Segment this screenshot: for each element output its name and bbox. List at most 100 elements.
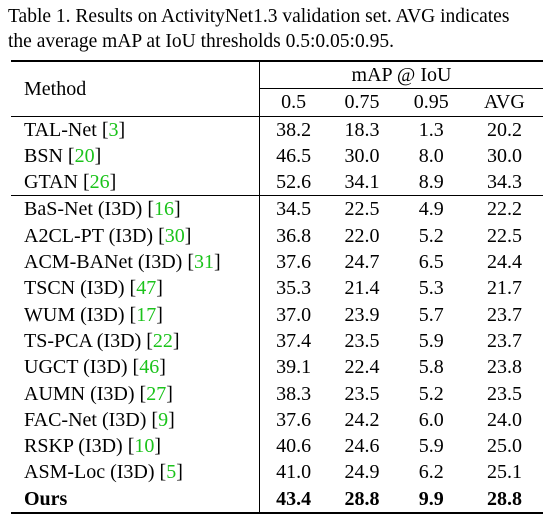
value-cell: 46.5 [276, 144, 312, 167]
value-cell: 38.2 [276, 118, 312, 141]
value-cell: 30.0 [486, 144, 522, 167]
citation-number[interactable]: 47 [136, 277, 157, 300]
citation[interactable]: [27] [139, 382, 173, 405]
value-cell: 34.5 [276, 198, 312, 221]
table-row: GTAN [26] 52.6 34.1 8.9 34.3 [11, 169, 543, 196]
citation[interactable]: [9] [151, 408, 175, 431]
value-cell: 5.3 [418, 277, 444, 300]
value-cell: 5.9 [418, 329, 444, 352]
value-cell: 36.8 [276, 224, 312, 247]
method-cell: BaS-Net (I3D) [16] [11, 195, 260, 223]
value-cell: 23.5 [486, 382, 522, 405]
citation[interactable]: [17] [129, 303, 163, 326]
caption-line-2: the average mAP at IoU thresholds 0.5:0.… [8, 31, 394, 52]
table-row: A2CL-PT (I3D) [30] 36.8 22.0 5.2 22.5 [11, 222, 543, 250]
value-cell: 38.3 [276, 382, 312, 405]
value-cell: 20.2 [486, 118, 522, 141]
value-cell: 22.0 [344, 224, 380, 247]
citation-number[interactable]: 9 [158, 408, 169, 431]
citation[interactable]: [46] [132, 356, 166, 379]
table-row: UGCT (I3D) [46] 39.1 22.4 5.8 23.8 [11, 354, 543, 381]
col-header-0.75: 0.75 [327, 88, 397, 117]
method-cell: BSN [20] [11, 142, 260, 170]
value-cell: 24.6 [344, 435, 380, 458]
citation[interactable]: [20] [67, 144, 102, 167]
value-cell: 24.7 [344, 251, 380, 274]
value-cell: 39.1 [276, 356, 312, 379]
method-cell: UGCT (I3D) [46] [11, 354, 260, 381]
citation[interactable]: [16] [147, 198, 181, 221]
value-cell: 18.3 [344, 118, 380, 141]
value-cell: 23.5 [344, 382, 380, 405]
map-iou-header: mAP @ IoU [351, 64, 452, 86]
citation[interactable]: [26] [82, 171, 117, 194]
value-cell: 40.6 [276, 435, 312, 458]
method-cell: FAC-Net (I3D) [9] [11, 406, 260, 434]
value-cell: 37.4 [276, 329, 312, 352]
table-row: BSN [20] 46.5 30.0 8.0 30.0 [11, 142, 543, 170]
citation[interactable]: [10] [127, 435, 162, 458]
value-cell: 34.3 [486, 171, 522, 194]
method-cell: ACM-BANet (I3D) [31] [11, 249, 260, 276]
method-cell: ASM-Loc (I3D) [5] [11, 459, 260, 486]
value-cell: 37.6 [276, 251, 312, 274]
value-cell: 6.0 [418, 408, 444, 431]
method-header: Method [11, 61, 260, 117]
method-name: ACM-BANet (I3D) [24, 251, 188, 274]
citation[interactable]: [47] [129, 277, 163, 300]
results-table: Method mAP @ IoU 0.5 0.75 0.95 AVG TAL-N… [11, 60, 543, 514]
value-cell: 37.0 [276, 303, 312, 326]
method-name: A2CL-PT (I3D) [24, 224, 159, 247]
table-row: TS-PCA (I3D) [22] 37.4 23.5 5.9 23.7 [11, 327, 543, 355]
value-cell: 24.4 [486, 251, 522, 274]
value-cell: 6.5 [418, 251, 444, 274]
citation-number[interactable]: 31 [193, 251, 214, 274]
table-row: TAL-Net [3] 38.2 18.3 1.3 20.2 [11, 116, 543, 143]
value-cell: 8.0 [418, 144, 444, 167]
citation-number[interactable]: 27 [146, 382, 167, 405]
table-row: ACM-BANet (I3D) [31] 37.6 24.7 6.5 24.4 [11, 249, 543, 276]
citation-number[interactable]: 30 [164, 224, 185, 247]
citation-number[interactable]: 16 [153, 198, 174, 221]
value-cell: 5.2 [418, 382, 444, 405]
value-cell: 52.6 [276, 171, 312, 194]
citation-number[interactable]: 3 [108, 118, 119, 141]
citation[interactable]: [30] [158, 224, 192, 247]
value-cell: 23.7 [486, 329, 522, 352]
citation-number[interactable]: 46 [139, 356, 160, 379]
citation-number[interactable]: 26 [89, 171, 110, 194]
value-cell: 23.7 [486, 303, 522, 326]
method-cell: RSKP (I3D) [10] [11, 433, 260, 460]
citation-number[interactable]: 5 [166, 461, 177, 484]
citation[interactable]: [22] [146, 329, 180, 352]
results-body: TAL-Net [3] 38.2 18.3 1.3 20.2 BSN [20] 46.5 30… [11, 116, 543, 514]
value-cell: 21.4 [344, 277, 380, 300]
table-row: BaS-Net (I3D) [16] 34.5 22.5 4.9 22.2 [11, 195, 543, 223]
citation-number[interactable]: 22 [152, 329, 173, 352]
method-cell: GTAN [26] [11, 169, 260, 196]
citation[interactable]: [31] [187, 251, 221, 274]
citation[interactable]: [5] [159, 461, 183, 484]
value-cell: 35.3 [276, 277, 312, 300]
value-cell: 37.6 [276, 408, 312, 431]
table-row: TSCN (I3D) [47] 35.3 21.4 5.3 21.7 [11, 275, 543, 302]
value-cell: 24.9 [344, 461, 380, 484]
method-name: RSKP (I3D) [24, 435, 128, 458]
method-name: TSCN (I3D) [24, 277, 130, 300]
value-cell: 22.5 [344, 198, 380, 221]
method-name: AUMN (I3D) [24, 382, 140, 405]
col-header-avg: AVG [465, 88, 543, 117]
value-cell: 28.8 [344, 487, 380, 510]
value-cell: 6.2 [418, 461, 444, 484]
method-name: FAC-Net (I3D) [24, 408, 152, 431]
table-row: ASM-Loc (I3D) [5] 41.0 24.9 6.2 25.1 [11, 459, 543, 486]
citation-number[interactable]: 20 [74, 144, 95, 167]
citation[interactable]: [3] [101, 118, 126, 141]
value-cell: 8.9 [418, 171, 444, 194]
method-name: TAL-Net [24, 118, 102, 141]
citation-number[interactable]: 10 [134, 435, 155, 458]
value-cell: 5.9 [418, 435, 444, 458]
table-row: WUM (I3D) [17] 37.0 23.9 5.7 23.7 [11, 301, 543, 328]
method-name: TS-PCA (I3D) [24, 329, 147, 352]
citation-number[interactable]: 17 [136, 303, 157, 326]
